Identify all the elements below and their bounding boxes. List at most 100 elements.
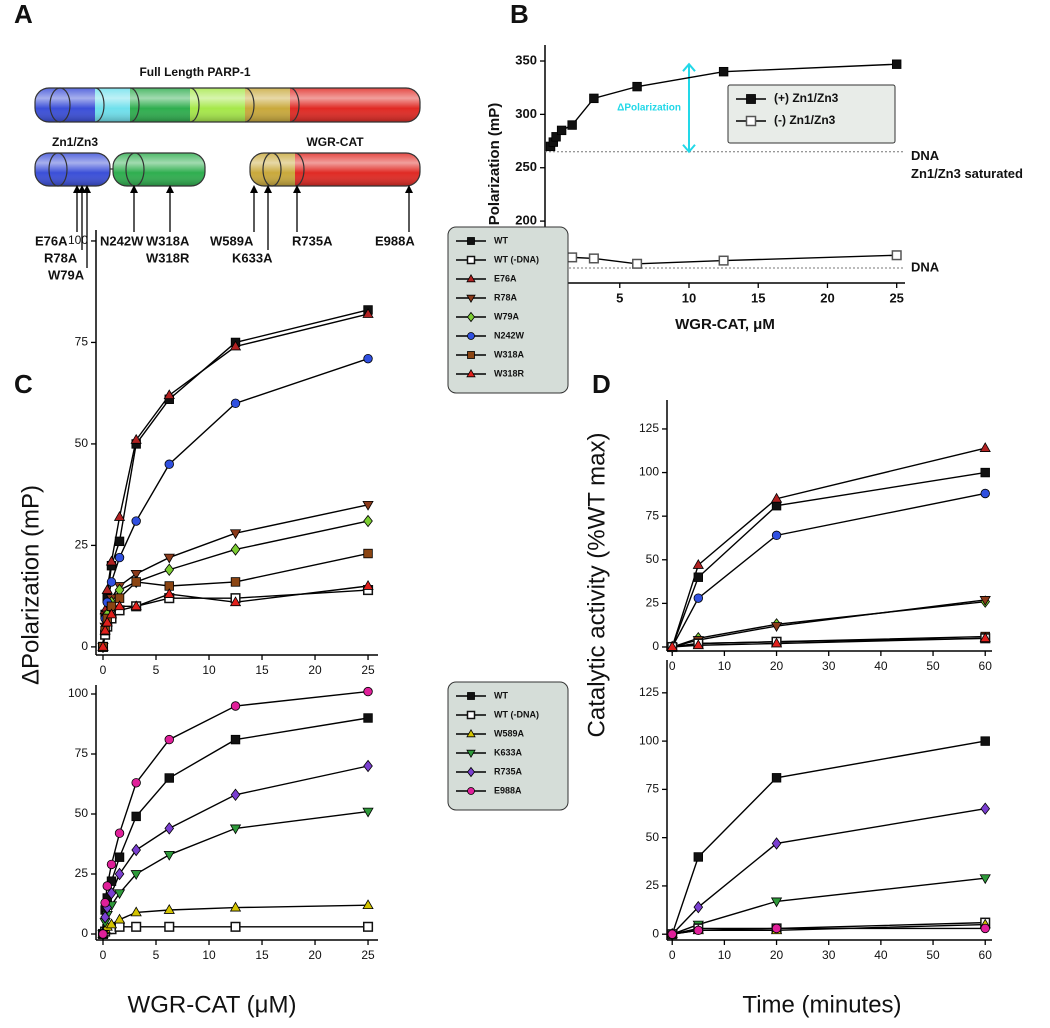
x-axis-label: Time (minutes) bbox=[742, 991, 901, 1018]
y-tick-label: 100 bbox=[639, 733, 659, 747]
x-axis-label: WGR-CAT (μM) bbox=[128, 991, 297, 1018]
y-tick-label: 100 bbox=[68, 233, 88, 247]
data-point bbox=[114, 867, 125, 881]
x-tick-label: 5 bbox=[153, 663, 160, 677]
data-point bbox=[979, 632, 991, 643]
data-point bbox=[718, 255, 729, 266]
data-point bbox=[113, 511, 126, 521]
data-point bbox=[163, 553, 175, 564]
data-point bbox=[567, 120, 577, 130]
x-tick-label: 25 bbox=[889, 290, 903, 305]
data-point bbox=[632, 81, 642, 92]
data-point bbox=[980, 736, 990, 746]
data-point bbox=[718, 66, 729, 77]
data-point bbox=[164, 734, 174, 745]
mutation-label: E988A bbox=[375, 233, 415, 248]
data-point bbox=[106, 886, 117, 900]
y-tick-label: 50 bbox=[646, 552, 660, 566]
data-point bbox=[164, 459, 174, 469]
data-point bbox=[131, 778, 141, 788]
data-point bbox=[114, 828, 125, 838]
data-point bbox=[100, 910, 110, 924]
legend-label: (+) Zn1/Zn3 bbox=[774, 91, 839, 105]
series-line bbox=[671, 492, 986, 648]
reference-label: DNA bbox=[911, 259, 940, 274]
data-point bbox=[230, 921, 241, 932]
data-point bbox=[105, 918, 118, 929]
data-point bbox=[131, 577, 141, 587]
data-point bbox=[770, 897, 783, 908]
x-tick-label: 10 bbox=[202, 948, 216, 962]
data-point bbox=[693, 593, 704, 603]
legend-label: N242W bbox=[494, 330, 525, 340]
reference-label: DNA bbox=[911, 148, 940, 163]
mutation-label: W589A bbox=[210, 233, 254, 248]
legend-marker bbox=[466, 728, 476, 738]
data-point bbox=[771, 501, 782, 511]
y-tick-label: 125 bbox=[639, 421, 659, 435]
legend-marker bbox=[466, 311, 476, 323]
data-point bbox=[693, 572, 704, 582]
legend-marker bbox=[466, 766, 476, 778]
legend-marker bbox=[466, 255, 476, 265]
data-point bbox=[163, 904, 175, 914]
legend-marker bbox=[467, 351, 475, 359]
data-point bbox=[131, 921, 142, 932]
series-line bbox=[102, 690, 369, 935]
data-point bbox=[666, 641, 678, 651]
data-point bbox=[130, 906, 142, 917]
data-point bbox=[979, 442, 991, 452]
data-point bbox=[667, 929, 677, 939]
y-tick-label: 75 bbox=[646, 508, 660, 522]
legend-marker bbox=[466, 273, 476, 283]
mutation-label: W318R bbox=[146, 250, 190, 265]
data-point bbox=[980, 467, 990, 478]
legend-label: E988A bbox=[494, 785, 522, 795]
data-point bbox=[130, 433, 142, 444]
data-point bbox=[131, 843, 141, 857]
data-point bbox=[105, 555, 118, 566]
x-tick-label: 0 bbox=[100, 948, 107, 962]
y-tick-label: 25 bbox=[646, 596, 660, 610]
legend-label: K633A bbox=[494, 747, 523, 757]
data-point bbox=[106, 859, 117, 870]
data-point bbox=[101, 616, 113, 627]
series-line bbox=[672, 921, 986, 935]
y-tick-label: 25 bbox=[646, 878, 660, 892]
y-tick-label: 75 bbox=[646, 782, 660, 796]
x-tick-label: 50 bbox=[926, 948, 940, 962]
data-point bbox=[230, 398, 241, 409]
legend-marker bbox=[745, 115, 757, 127]
legend-marker bbox=[466, 749, 476, 759]
data-point bbox=[632, 258, 643, 269]
data-point bbox=[693, 925, 704, 936]
legend-marker bbox=[466, 710, 476, 720]
data-point bbox=[131, 516, 141, 526]
arrow-head bbox=[682, 62, 696, 154]
legend-marker bbox=[466, 368, 476, 378]
legend-marker bbox=[467, 237, 475, 245]
y-tick-label: 0 bbox=[81, 926, 88, 940]
x-tick-label: 0 bbox=[669, 659, 676, 673]
data-point bbox=[230, 701, 241, 711]
data-point bbox=[980, 488, 990, 499]
full-length-bar bbox=[35, 88, 420, 122]
mutation-label: W79A bbox=[48, 267, 85, 282]
data-point bbox=[362, 580, 374, 590]
data-point bbox=[131, 811, 141, 822]
y-axis-label: Polarization (mP) bbox=[486, 103, 503, 226]
data-point bbox=[771, 923, 782, 934]
data-point bbox=[113, 913, 126, 924]
legend-marker bbox=[467, 787, 475, 795]
x-tick-label: 25 bbox=[361, 948, 375, 962]
series-line bbox=[671, 447, 986, 648]
data-point bbox=[693, 900, 704, 914]
data-point bbox=[163, 588, 175, 598]
legend-marker bbox=[467, 332, 475, 340]
domain-diagram: Full Length PARP-1 Zn1/Zn3 WGR-CAT E76A … bbox=[34, 65, 421, 282]
mutation-label: R735A bbox=[292, 233, 333, 248]
data-point bbox=[130, 870, 142, 880]
data-point bbox=[362, 500, 374, 511]
y-axis-label: Catalytic activity (%WT max) bbox=[583, 433, 610, 738]
legend-label: E76A bbox=[494, 273, 517, 283]
